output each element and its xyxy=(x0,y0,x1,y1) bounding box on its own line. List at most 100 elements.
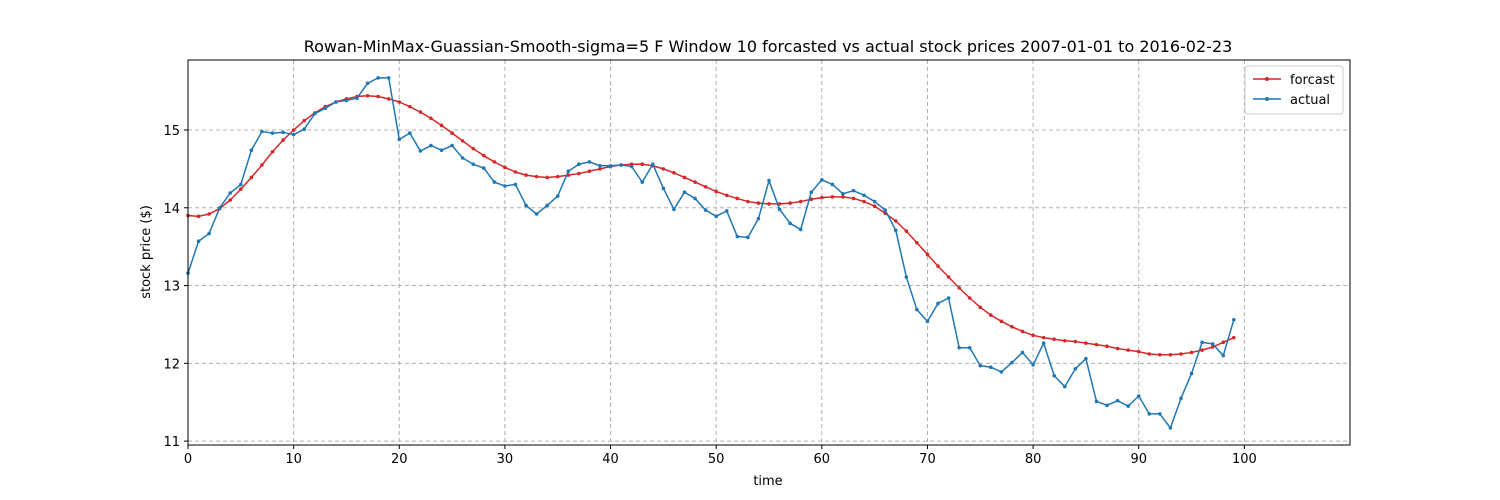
data-point-forcast xyxy=(587,169,592,174)
data-point-actual xyxy=(820,177,824,182)
data-point-actual xyxy=(355,96,359,100)
data-point-forcast xyxy=(260,163,264,167)
data-point-forcast xyxy=(1073,339,1078,344)
legend-marker-actual xyxy=(1265,97,1269,101)
data-point-actual xyxy=(946,296,951,300)
data-point-actual xyxy=(239,182,243,187)
data-point-forcast xyxy=(1052,337,1057,342)
data-point-actual xyxy=(1136,394,1141,398)
data-point-forcast xyxy=(598,167,602,171)
data-point-forcast xyxy=(481,153,486,158)
series-layer xyxy=(186,76,1236,430)
data-point-actual xyxy=(1041,341,1046,345)
data-point-forcast xyxy=(1200,348,1204,352)
data-point-forcast xyxy=(1115,346,1120,351)
data-point-forcast xyxy=(249,175,254,180)
data-point-actual xyxy=(598,163,602,168)
x-tick-label: 10 xyxy=(285,452,302,467)
data-point-forcast xyxy=(862,199,866,204)
x-tick-label: 60 xyxy=(814,452,831,467)
data-point-actual xyxy=(978,363,983,368)
data-point-forcast xyxy=(577,171,581,176)
data-point-actual xyxy=(587,160,592,164)
data-point-forcast xyxy=(682,175,687,180)
data-point-forcast xyxy=(756,201,761,205)
data-point-forcast xyxy=(1084,341,1088,345)
data-point-forcast xyxy=(397,100,402,104)
data-point-actual xyxy=(1168,426,1173,430)
data-point-actual xyxy=(555,194,560,198)
data-point-actual xyxy=(925,319,930,324)
data-point-actual xyxy=(830,182,835,187)
x-tick-label: 0 xyxy=(184,452,192,467)
data-point-actual xyxy=(661,186,666,191)
data-point-forcast xyxy=(661,167,666,171)
legend: forcast actual xyxy=(1244,65,1344,115)
data-point-actual xyxy=(460,156,465,160)
data-point-actual xyxy=(481,166,486,170)
data-point-forcast xyxy=(291,128,296,132)
data-point-actual xyxy=(249,148,254,153)
data-point-actual xyxy=(1126,404,1130,408)
data-point-actual xyxy=(851,188,856,193)
data-point-actual xyxy=(608,163,613,168)
y-tick-label: 13 xyxy=(163,280,180,295)
data-point-actual xyxy=(376,76,380,80)
data-point-actual xyxy=(1200,340,1204,345)
data-point-forcast xyxy=(978,305,983,310)
data-point-forcast xyxy=(503,165,507,170)
data-point-forcast xyxy=(703,184,708,189)
data-point-forcast xyxy=(1189,350,1194,355)
data-point-actual xyxy=(1020,350,1025,355)
data-point-forcast xyxy=(904,229,909,233)
data-point-forcast xyxy=(460,139,465,143)
data-point-forcast xyxy=(1158,352,1162,357)
legend-box xyxy=(1244,65,1344,115)
data-point-forcast xyxy=(471,146,476,151)
data-point-forcast xyxy=(534,174,539,179)
series-forcast xyxy=(186,93,1236,357)
data-point-actual xyxy=(503,184,507,188)
x-tick-label: 70 xyxy=(919,452,936,467)
data-point-forcast xyxy=(513,170,518,174)
data-point-actual xyxy=(344,98,349,103)
data-point-forcast xyxy=(196,214,201,219)
data-point-actual xyxy=(566,169,571,174)
data-point-actual xyxy=(1232,317,1236,322)
data-point-actual xyxy=(302,127,307,132)
data-point-actual xyxy=(1221,353,1226,358)
data-point-actual xyxy=(619,163,623,167)
data-point-forcast xyxy=(798,199,803,204)
data-point-forcast xyxy=(672,170,676,175)
data-point-actual xyxy=(1052,373,1057,378)
data-point-forcast xyxy=(376,94,380,99)
data-point-actual xyxy=(397,137,402,142)
y-tick-label: 14 xyxy=(163,202,180,217)
data-point-forcast xyxy=(408,104,412,109)
data-point-actual xyxy=(672,207,676,212)
plot-area-frame xyxy=(187,59,1351,446)
data-point-actual xyxy=(967,345,972,350)
data-point-actual xyxy=(777,207,782,212)
grid xyxy=(187,60,1350,445)
data-point-forcast xyxy=(365,93,370,98)
data-point-actual xyxy=(1179,396,1183,401)
x-tick-label: 40 xyxy=(602,452,619,467)
data-point-forcast xyxy=(693,180,697,184)
data-point-actual xyxy=(291,132,296,137)
data-point-actual xyxy=(872,199,877,204)
data-point-actual xyxy=(196,239,201,244)
data-point-actual xyxy=(693,196,697,201)
data-point-forcast xyxy=(851,196,856,201)
data-point-forcast xyxy=(946,275,951,279)
y-tick-label: 11 xyxy=(163,435,180,450)
data-point-actual xyxy=(893,228,898,233)
data-point-forcast xyxy=(989,313,993,317)
y-axis-title: stock price ($) xyxy=(139,205,154,299)
data-point-actual xyxy=(217,205,222,210)
data-point-actual xyxy=(365,81,370,86)
data-point-actual xyxy=(439,148,444,153)
y-axis: 11 12 13 14 15 xyxy=(163,124,188,450)
data-point-forcast xyxy=(746,199,750,204)
